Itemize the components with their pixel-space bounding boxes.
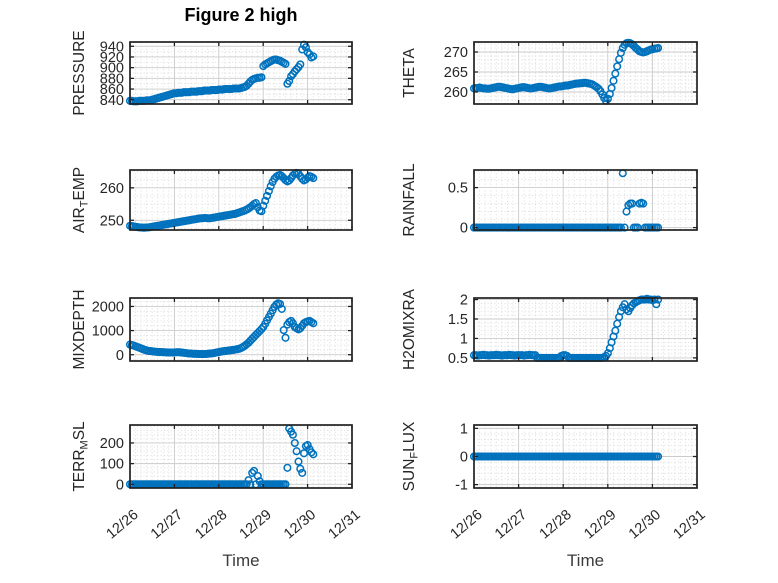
svg-text:260: 260 xyxy=(444,85,468,101)
svg-text:12/27: 12/27 xyxy=(492,507,530,543)
svg-text:860: 860 xyxy=(100,82,124,98)
svg-text:12/28: 12/28 xyxy=(537,507,575,543)
svg-text:900: 900 xyxy=(100,61,124,77)
minor-grid-h2omixra xyxy=(474,298,697,361)
tick-marks-rainfall xyxy=(473,170,698,230)
svg-text:880: 880 xyxy=(100,71,124,87)
svg-text:12/28: 12/28 xyxy=(192,507,230,543)
svg-text:1000: 1000 xyxy=(92,324,124,340)
svg-text:1: 1 xyxy=(460,332,468,348)
svg-text:12/26: 12/26 xyxy=(447,507,485,543)
svg-text:0: 0 xyxy=(116,477,124,493)
subplot-theta: 260 265 270 THETA xyxy=(401,38,698,105)
svg-text:270: 270 xyxy=(444,45,468,61)
tick-marks-terr_msl xyxy=(129,425,353,488)
svg-text:840: 840 xyxy=(100,93,124,109)
svg-text:12/31: 12/31 xyxy=(325,507,363,543)
ytick-labels-rainfall: 00.5 xyxy=(448,181,468,237)
ylabel-terr_msl: TERRMSL xyxy=(71,421,91,492)
svg-text:100: 100 xyxy=(100,457,124,473)
ylabel-air_temp: AIRTEMP xyxy=(71,167,91,233)
tick-marks-air_temp xyxy=(129,170,353,230)
axes-frame-rainfall xyxy=(473,169,698,231)
svg-text:12/31: 12/31 xyxy=(670,507,708,543)
svg-text:260: 260 xyxy=(100,181,124,197)
svg-text:12/30: 12/30 xyxy=(626,507,664,543)
svg-text:0: 0 xyxy=(460,450,468,466)
svg-text:12/29: 12/29 xyxy=(581,507,619,543)
xlabel-time-left: Time xyxy=(222,551,260,570)
ylabel-h2omixra: H2OMIXRA xyxy=(401,288,418,370)
svg-text:12/30: 12/30 xyxy=(281,507,319,543)
ytick-labels-theta: 260 265 270 xyxy=(444,45,468,101)
svg-text:12/29: 12/29 xyxy=(237,507,275,543)
svg-text:0: 0 xyxy=(116,348,124,364)
minor-grid-terr_msl xyxy=(130,425,352,488)
svg-text:0: 0 xyxy=(460,221,468,237)
tick-marks-pressure xyxy=(129,42,353,104)
ylabel-theta: THETA xyxy=(401,48,418,98)
svg-text:1.5: 1.5 xyxy=(448,312,468,328)
ytick-labels-air_temp: 250 260 xyxy=(100,181,124,229)
axes-frame-theta xyxy=(473,41,698,105)
axes-frame-mixdepth xyxy=(129,297,353,362)
svg-text:1: 1 xyxy=(460,421,468,437)
subplot-air_temp: 250 260 AIRTEMP xyxy=(71,167,353,233)
subplot-h2omixra: 0.5 1 1.5 2 H2OMIXRA xyxy=(401,288,698,370)
figure-title: Figure 2 high xyxy=(184,5,298,25)
tick-marks-theta xyxy=(473,42,698,104)
svg-text:-1: -1 xyxy=(455,478,468,494)
ytick-labels-sun_flux: -1 0 1 xyxy=(455,421,468,493)
axes-frame-pressure xyxy=(129,41,353,105)
svg-text:12/26: 12/26 xyxy=(103,507,141,543)
axes-frame-terr_msl xyxy=(129,424,353,489)
xlabel-time-right: Time xyxy=(566,551,605,570)
svg-text:12/27: 12/27 xyxy=(148,507,186,543)
tick-marks-h2omixra xyxy=(473,298,698,361)
svg-text:2000: 2000 xyxy=(92,300,124,316)
ylabel-pressure: PRESSURE xyxy=(71,30,88,115)
svg-text:0.5: 0.5 xyxy=(448,351,468,367)
svg-text:265: 265 xyxy=(444,65,468,81)
svg-text:0.5: 0.5 xyxy=(448,181,468,197)
series-markers-mixdepth xyxy=(125,299,318,359)
minor-grid-mixdepth xyxy=(130,298,352,361)
svg-text:940: 940 xyxy=(100,39,124,55)
tick-marks-sun_flux xyxy=(473,425,698,488)
svg-text:250: 250 xyxy=(100,213,124,229)
series-markers-sun_flux xyxy=(469,452,663,461)
ytick-labels-mixdepth: 0 1000 2000 xyxy=(92,300,124,364)
ylabel-mixdepth: MIXDEPTH xyxy=(71,289,88,369)
ylabel-rainfall: RAINFALL xyxy=(401,163,418,237)
axes-frame-air_temp xyxy=(129,169,353,231)
ytick-labels-terr_msl: 0 100 200 xyxy=(100,436,124,493)
subplot-terr_msl: 0 100 200 TERRMSL 12/26 12/27 12/28 12/29 12/30 1… xyxy=(71,421,364,542)
subplot-sun_flux: -1 0 1 SUNFLUX 12/26 12/27 12/28 12/29 12/30 12/3… xyxy=(401,421,709,542)
axes-frame-h2omixra xyxy=(473,297,698,362)
ytick-labels-h2omixra: 0.5 1 1.5 2 xyxy=(448,293,468,367)
series-markers-theta xyxy=(469,38,663,105)
ylabel-sun_flux: SUNFLUX xyxy=(401,421,421,491)
svg-text:200: 200 xyxy=(100,436,124,452)
svg-text:2: 2 xyxy=(460,293,468,309)
series-markers-pressure xyxy=(125,40,318,106)
xtick-labels-terr_msl: 12/26 12/27 12/28 12/29 12/30 12/31 xyxy=(103,507,363,543)
tick-marks-mixdepth xyxy=(129,298,353,361)
xtick-labels-sun_flux: 12/26 12/27 12/28 12/29 12/30 12/31 xyxy=(447,507,708,543)
svg-text:920: 920 xyxy=(100,50,124,66)
